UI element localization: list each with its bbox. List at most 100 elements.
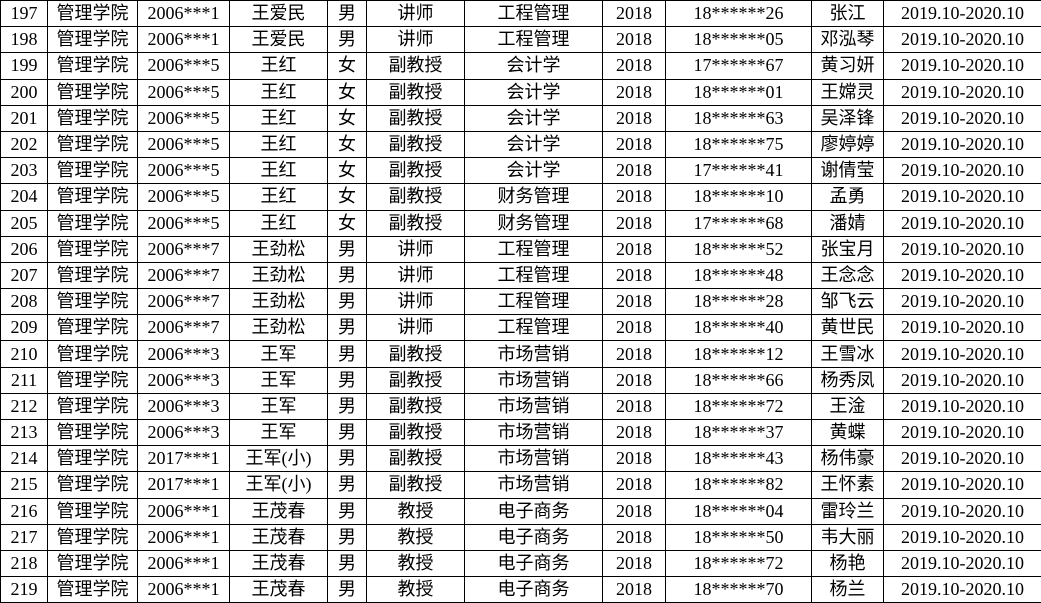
grade: 2018 — [602, 314, 666, 342]
period: 2019.10-2020.10 — [883, 157, 1041, 185]
title: 副教授 — [366, 445, 465, 473]
student-name: 韦大丽 — [811, 523, 884, 551]
grade: 2018 — [602, 78, 666, 106]
staff-id: 2006***1 — [137, 576, 230, 603]
row-number: 217 — [0, 523, 48, 551]
period: 2019.10-2020.10 — [883, 366, 1041, 394]
period: 2019.10-2020.10 — [883, 130, 1041, 159]
grade: 2018 — [602, 26, 666, 54]
staff-id: 2006***5 — [137, 183, 230, 211]
title: 讲师 — [366, 0, 465, 28]
student-name: 王淦 — [811, 392, 884, 421]
major: 市场营销 — [464, 445, 603, 473]
title: 副教授 — [366, 471, 465, 499]
table-row: 209 管理学院 2006***7 王劲松男讲师 工程管理 2018 18******40 黄… — [0, 314, 1041, 342]
table-row: 213 管理学院 2006***3 王军男副教授 市场营销 2018 18******37 黄… — [0, 418, 1041, 447]
row-number: 205 — [0, 209, 48, 237]
period: 2019.10-2020.10 — [883, 261, 1041, 290]
college: 管理学院 — [47, 209, 138, 237]
staff-id: 2006***1 — [137, 549, 230, 578]
staff-id: 2006***5 — [137, 52, 230, 80]
title: 副教授 — [366, 52, 465, 80]
teacher-name: 王爱民 — [229, 0, 328, 28]
student-name: 黄世民 — [811, 314, 884, 342]
title: 副教授 — [366, 209, 465, 237]
period: 2019.10-2020.10 — [883, 445, 1041, 473]
student-name: 王雪冰 — [811, 340, 884, 368]
grade: 2018 — [602, 497, 666, 525]
teacher-name: 王红 — [229, 130, 328, 159]
student-id: 18******75 — [665, 130, 812, 159]
student-id: 17******41 — [665, 157, 812, 185]
staff-id: 2017***1 — [137, 445, 230, 473]
gender: 女 — [327, 78, 367, 106]
staff-id: 2006***3 — [137, 340, 230, 368]
grade: 2018 — [602, 104, 666, 132]
student-name: 谢倩莹 — [811, 157, 884, 185]
staff-id: 2006***5 — [137, 130, 230, 159]
gender: 男 — [327, 523, 367, 551]
row-number: 203 — [0, 157, 48, 185]
gender: 男 — [327, 314, 367, 342]
period: 2019.10-2020.10 — [883, 549, 1041, 578]
grade: 2018 — [602, 183, 666, 211]
student-id: 18******01 — [665, 78, 812, 106]
period: 2019.10-2020.10 — [883, 52, 1041, 80]
gender: 女 — [327, 209, 367, 237]
student-id: 18******37 — [665, 418, 812, 447]
staff-id: 2006***7 — [137, 235, 230, 263]
title: 教授 — [366, 497, 465, 525]
college: 管理学院 — [47, 0, 138, 28]
college: 管理学院 — [47, 183, 138, 211]
major: 财务管理 — [464, 209, 603, 237]
major: 会计学 — [464, 52, 603, 80]
period: 2019.10-2020.10 — [883, 418, 1041, 447]
grade: 2018 — [602, 392, 666, 421]
table-row: 217 管理学院 2006***1 王茂春男教授 电子商务 2018 18******50 韦… — [0, 523, 1041, 551]
teacher-name: 王茂春 — [229, 576, 328, 603]
table-row: 210 管理学院 2006***3 王军男副教授 市场营销 2018 18******12 王… — [0, 340, 1041, 368]
college: 管理学院 — [47, 235, 138, 263]
table-row: 206 管理学院 2006***7 王劲松男讲师 工程管理 2018 18******52 张… — [0, 235, 1041, 263]
student-name: 杨艳 — [811, 549, 884, 578]
major: 财务管理 — [464, 183, 603, 211]
period: 2019.10-2020.10 — [883, 288, 1041, 316]
major: 会计学 — [464, 78, 603, 106]
table-row: 203 管理学院 2006***5 王红女副教授 会计学 2018 17******41 谢倩… — [0, 157, 1041, 185]
major: 工程管理 — [464, 261, 603, 290]
student-name: 黄蝶 — [811, 418, 884, 447]
student-name: 雷玲兰 — [811, 497, 884, 525]
period: 2019.10-2020.10 — [883, 0, 1041, 28]
grade: 2018 — [602, 288, 666, 316]
student-name: 张宝月 — [811, 235, 884, 263]
title: 副教授 — [366, 130, 465, 159]
table-row: 200 管理学院 2006***5 王红女副教授 会计学 2018 18******01 王嫦… — [0, 78, 1041, 106]
gender: 男 — [327, 576, 367, 603]
major: 工程管理 — [464, 288, 603, 316]
row-number: 198 — [0, 26, 48, 54]
title: 讲师 — [366, 261, 465, 290]
table-row: 211 管理学院 2006***3 王军男副教授 市场营销 2018 18******66 杨… — [0, 366, 1041, 394]
staff-id: 2006***1 — [137, 0, 230, 28]
row-number: 207 — [0, 261, 48, 290]
gender: 男 — [327, 26, 367, 54]
student-id: 18******48 — [665, 261, 812, 290]
teacher-name: 王茂春 — [229, 523, 328, 551]
student-id: 18******28 — [665, 288, 812, 316]
staff-id: 2006***5 — [137, 209, 230, 237]
student-name: 王嫦灵 — [811, 78, 884, 106]
student-id: 18******10 — [665, 183, 812, 211]
student-name: 杨兰 — [811, 576, 884, 603]
grade: 2018 — [602, 366, 666, 394]
title: 教授 — [366, 523, 465, 551]
grade: 2018 — [602, 130, 666, 159]
teacher-name: 王红 — [229, 209, 328, 237]
student-id: 18******66 — [665, 366, 812, 394]
row-number: 202 — [0, 130, 48, 159]
student-id: 18******50 — [665, 523, 812, 551]
table-row: 219 管理学院 2006***1 王茂春男教授 电子商务 2018 18******70 杨… — [0, 576, 1041, 603]
title: 教授 — [366, 549, 465, 578]
gender: 女 — [327, 183, 367, 211]
grade: 2018 — [602, 471, 666, 499]
